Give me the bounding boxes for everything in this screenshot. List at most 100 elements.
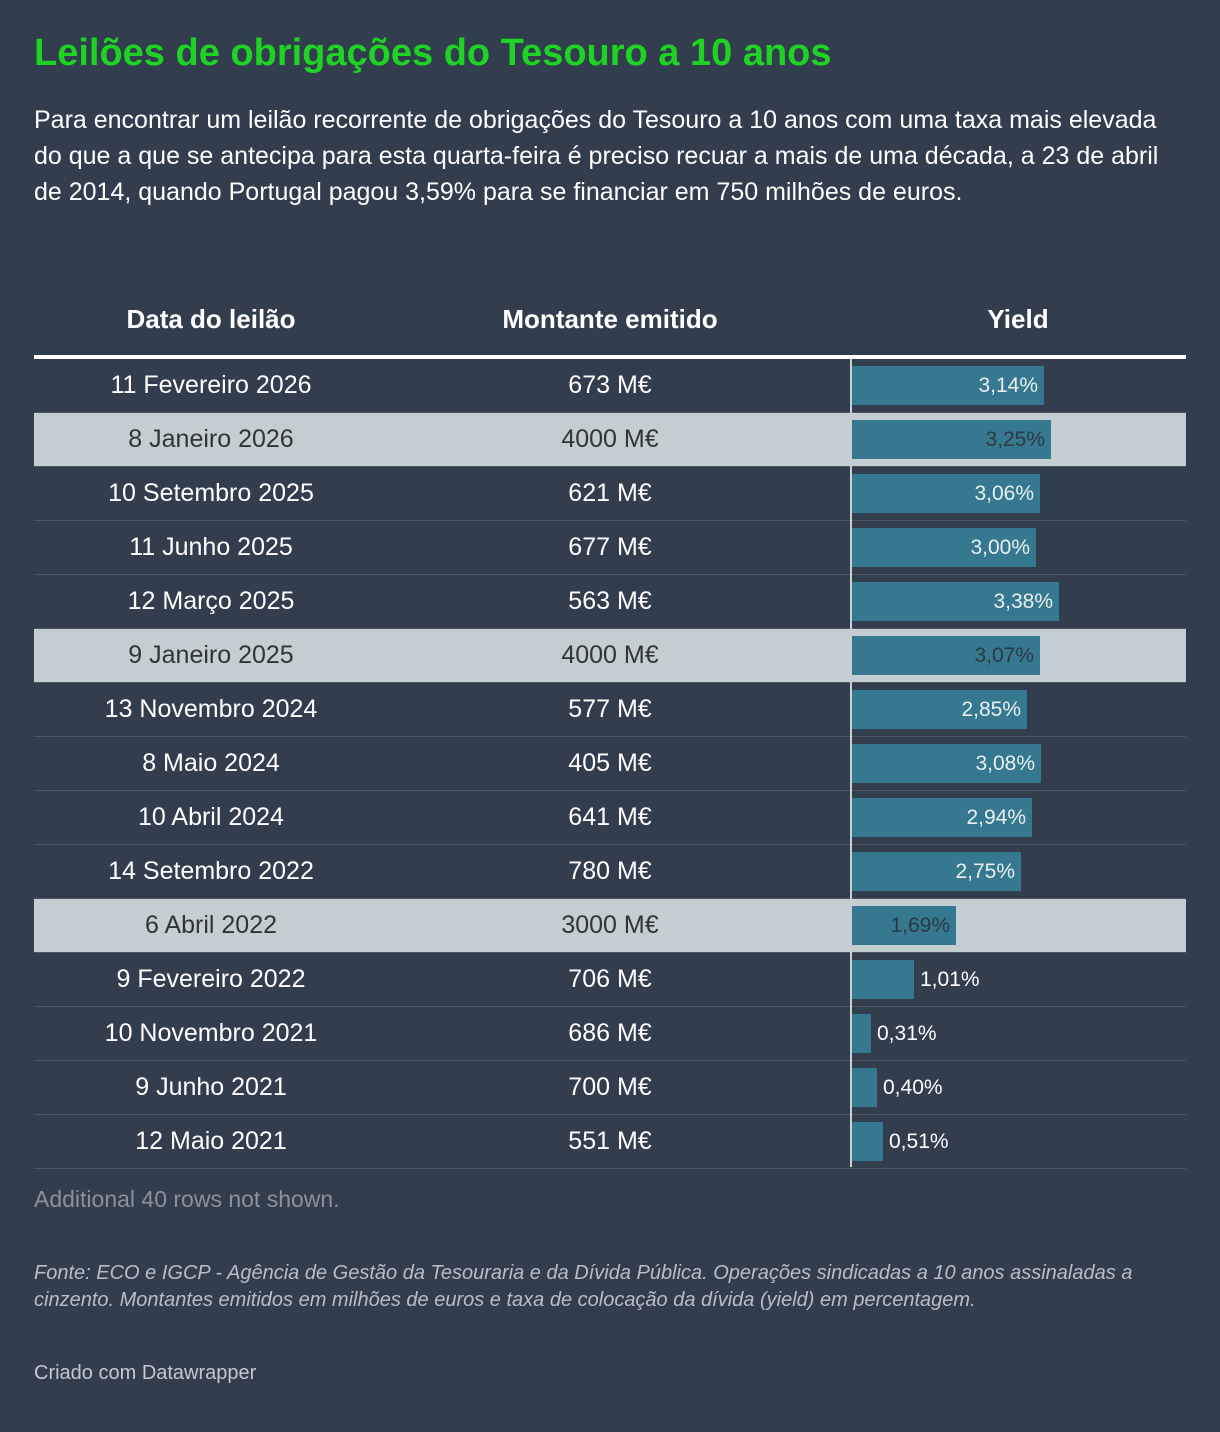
cell-yield: 3,07% (850, 629, 1186, 682)
yield-bar (852, 960, 914, 999)
cell-date: 9 Fevereiro 2022 (116, 965, 306, 993)
yield-label: 2,75% (955, 860, 1015, 883)
cell-amount: 641 M€ (568, 803, 652, 831)
yield-label: 2,94% (966, 806, 1026, 829)
cell-yield: 0,40% (850, 1061, 1186, 1114)
table-row: 10 Setembro 2025 621 M€ 3,06% (34, 467, 1186, 521)
table-row: 8 Maio 2024 405 M€ 3,08% (34, 737, 1186, 791)
cell-yield: 3,00% (850, 521, 1186, 574)
cell-date: 10 Novembro 2021 (104, 1019, 318, 1047)
cell-yield: 2,75% (850, 845, 1186, 898)
yield-bar (852, 690, 1027, 729)
more-rows-note: Additional 40 rows not shown. (34, 1186, 340, 1212)
yield-bar (852, 852, 1021, 891)
cell-date: 9 Janeiro 2025 (128, 641, 294, 669)
column-header-yield[interactable]: Yield (987, 304, 1049, 334)
cell-date: 10 Setembro 2025 (108, 479, 314, 507)
table-row: 10 Novembro 2021 686 M€ 0,31% (34, 1007, 1186, 1061)
table-row: 11 Junho 2025 677 M€ 3,00% (34, 521, 1186, 575)
cell-date: 12 Maio 2021 (135, 1127, 287, 1155)
cell-date: 9 Junho 2021 (135, 1073, 287, 1101)
table-row: 6 Abril 2022 3000 M€ 1,69% (34, 899, 1186, 953)
table-row: 9 Janeiro 2025 4000 M€ 3,07% (34, 629, 1186, 683)
column-header-amount[interactable]: Montante emitido (502, 304, 718, 334)
source-notes: Fonte: ECO e IGCP - Agência de Gestão da… (34, 1262, 1133, 1311)
cell-date: 14 Setembro 2022 (108, 857, 314, 885)
yield-bar (852, 366, 1044, 405)
yield-label: 3,38% (993, 590, 1053, 613)
table-row: 13 Novembro 2024 577 M€ 2,85% (34, 683, 1186, 737)
yield-bar (852, 1122, 883, 1161)
table-row: 9 Junho 2021 700 M€ 0,40% (34, 1061, 1186, 1115)
yield-label: 0,31% (877, 1022, 937, 1045)
table-header: Data do leilão Montante emitido Yield (34, 300, 1186, 359)
yield-bar (852, 1068, 877, 1107)
cell-amount: 780 M€ (568, 857, 652, 885)
yield-label: 3,07% (974, 644, 1034, 667)
cell-yield: 2,94% (850, 791, 1186, 844)
yield-bar (852, 906, 956, 945)
chart-title: Leilões de obrigações do Tesouro a 10 an… (34, 32, 832, 74)
yield-label: 2,85% (961, 698, 1021, 721)
cell-amount: 621 M€ (568, 479, 652, 507)
cell-date: 10 Abril 2024 (138, 803, 284, 831)
cell-yield: 3,38% (850, 575, 1186, 628)
yield-label: 3,14% (978, 374, 1038, 397)
yield-axis-line (850, 359, 852, 1167)
cell-amount: 4000 M€ (561, 425, 659, 453)
cell-amount: 686 M€ (568, 1019, 652, 1047)
yield-bar (852, 1014, 871, 1053)
cell-amount: 563 M€ (568, 587, 652, 615)
cell-amount: 551 M€ (568, 1127, 652, 1155)
table-row: 10 Abril 2024 641 M€ 2,94% (34, 791, 1186, 845)
cell-date: 8 Janeiro 2026 (128, 425, 294, 453)
chart-description: Para encontrar um leilão recorrente de o… (34, 106, 1159, 206)
cell-amount: 706 M€ (568, 965, 652, 993)
cell-yield: 1,69% (850, 899, 1186, 952)
yield-label: 3,25% (985, 428, 1045, 451)
cell-amount: 677 M€ (568, 533, 652, 561)
yield-label: 3,00% (970, 536, 1030, 559)
yield-label: 0,40% (883, 1076, 943, 1099)
cell-date: 13 Novembro 2024 (104, 695, 318, 723)
cell-date: 11 Fevereiro 2026 (110, 371, 312, 399)
table-body: 11 Fevereiro 2026 673 M€ 3,14% 8 Janeiro 20… (34, 359, 1186, 1169)
cell-yield: 3,08% (850, 737, 1186, 790)
table-row: 14 Setembro 2022 780 M€ 2,75% (34, 845, 1186, 899)
column-header-date[interactable]: Data do leilão (126, 304, 296, 334)
cell-amount: 3000 M€ (561, 911, 659, 939)
cell-yield: 3,14% (850, 359, 1186, 412)
cell-amount: 4000 M€ (561, 641, 659, 669)
cell-amount: 577 M€ (568, 695, 652, 723)
cell-yield: 0,31% (850, 1007, 1186, 1060)
credit-link[interactable]: Criado com Datawrapper (34, 1362, 257, 1384)
cell-yield: 3,06% (850, 467, 1186, 520)
yield-bar (852, 636, 1040, 675)
yield-bar (852, 744, 1041, 783)
table-row: 9 Fevereiro 2022 706 M€ 1,01% (34, 953, 1186, 1007)
yield-label: 3,06% (974, 482, 1034, 505)
yield-label: 0,51% (889, 1130, 949, 1153)
yield-label: 1,69% (890, 914, 950, 937)
cell-date: 11 Junho 2025 (129, 533, 293, 561)
table-row: 12 Março 2025 563 M€ 3,38% (34, 575, 1186, 629)
yield-bar (852, 528, 1036, 567)
cell-amount: 700 M€ (568, 1073, 652, 1101)
cell-date: 6 Abril 2022 (144, 911, 278, 939)
cell-yield: 0,51% (850, 1115, 1186, 1168)
cell-yield: 3,25% (850, 413, 1186, 466)
cell-amount: 405 M€ (568, 749, 652, 777)
table-row: 12 Maio 2021 551 M€ 0,51% (34, 1115, 1186, 1169)
yield-label: 3,08% (975, 752, 1035, 775)
cell-date: 8 Maio 2024 (142, 749, 280, 777)
yield-bar (852, 474, 1040, 513)
table-row: 11 Fevereiro 2026 673 M€ 3,14% (34, 359, 1186, 413)
cell-amount: 673 M€ (568, 371, 652, 399)
yield-label: 1,01% (920, 968, 980, 991)
yield-bar (852, 798, 1032, 837)
cell-yield: 2,85% (850, 683, 1186, 736)
cell-date: 12 Março 2025 (127, 587, 295, 615)
cell-yield: 1,01% (850, 953, 1186, 1006)
yield-bar (852, 582, 1059, 621)
table-row: 8 Janeiro 2026 4000 M€ 3,25% (34, 413, 1186, 467)
